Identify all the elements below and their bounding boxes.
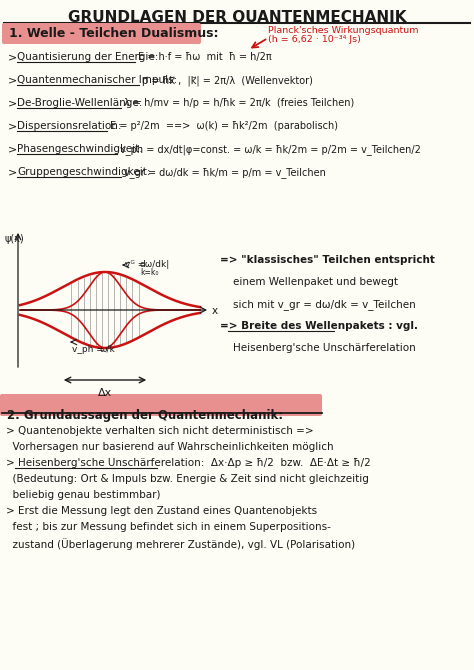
Text: v_ph =: v_ph =: [72, 345, 104, 354]
Text: GRUNDLAGEN DER QUANTENMECHANIK: GRUNDLAGEN DER QUANTENMECHANIK: [68, 10, 406, 25]
Text: 1. Welle - Teilchen Dualismus:: 1. Welle - Teilchen Dualismus:: [9, 27, 219, 40]
Text: vᴳ =: vᴳ =: [125, 260, 145, 269]
Text: Dispersionsrelation:: Dispersionsrelation:: [17, 121, 121, 131]
Text: > Heisenberg'sche Unschärferelation:  Δx·Δp ≥ ħ/2  bzw.  ΔE·Δt ≥ ħ/2: > Heisenberg'sche Unschärferelation: Δx·…: [6, 458, 371, 468]
Text: >: >: [8, 167, 17, 177]
Text: dω/dk|: dω/dk|: [140, 260, 170, 269]
Text: >: >: [8, 75, 17, 85]
Text: Quantenmechanischer Impuls:: Quantenmechanischer Impuls:: [17, 75, 177, 85]
Text: > Quantenobjekte verhalten sich nicht deterministisch =>: > Quantenobjekte verhalten sich nicht de…: [6, 426, 314, 436]
Text: x: x: [212, 306, 218, 316]
Text: >: >: [8, 121, 17, 131]
Text: E = p²/2m  ==>  ω(k) = ħk²/2m  (parabolisch): E = p²/2m ==> ω(k) = ħk²/2m (parabolisch…: [110, 121, 338, 131]
Text: Δx: Δx: [98, 388, 112, 398]
Text: Phasengeschwindigkeit:: Phasengeschwindigkeit:: [17, 144, 143, 154]
Text: => Breite des Wellenpakets : vgl.: => Breite des Wellenpakets : vgl.: [220, 321, 418, 331]
FancyBboxPatch shape: [2, 23, 201, 44]
Text: k=k₀: k=k₀: [140, 268, 158, 277]
Text: ψ(x): ψ(x): [5, 234, 25, 244]
Text: > Erst die Messung legt den Zustand eines Quantenobjekts: > Erst die Messung legt den Zustand eine…: [6, 506, 317, 516]
Text: >: >: [8, 52, 17, 62]
Text: Gruppengeschwindigkeit:: Gruppengeschwindigkeit:: [17, 167, 151, 177]
Text: Planck'sches Wirkungsquantum: Planck'sches Wirkungsquantum: [268, 26, 419, 35]
Text: => "klassisches" Teilchen entspricht: => "klassisches" Teilchen entspricht: [220, 255, 435, 265]
Text: ω/k: ω/k: [99, 345, 115, 354]
Text: v_ph = dx/dt|φ=const. = ω/k = ħk/2m = p/2m = v_Teilchen/2: v_ph = dx/dt|φ=const. = ω/k = ħk/2m = p/…: [119, 144, 420, 155]
Text: p⃗ = ħk⃗ ,  |k⃗| = 2π/λ  (Wellenvektor): p⃗ = ħk⃗ , |k⃗| = 2π/λ (Wellenvektor): [142, 75, 313, 86]
Text: 2. Grundaussagen der Quantenmechanik:: 2. Grundaussagen der Quantenmechanik:: [7, 409, 283, 422]
Text: einem Wellenpaket und bewegt: einem Wellenpaket und bewegt: [220, 277, 398, 287]
Text: >: >: [8, 144, 17, 154]
Text: (Bedeutung: Ort & Impuls bzw. Energie & Zeit sind nicht gleichzeitig: (Bedeutung: Ort & Impuls bzw. Energie & …: [6, 474, 369, 484]
Text: Quantisierung der Energie:: Quantisierung der Energie:: [17, 52, 158, 62]
Text: De-Broglie-Wellenlänge:: De-Broglie-Wellenlänge:: [17, 98, 142, 108]
Text: zustand (Überlagerung mehrerer Zustände), vgl. VL (Polarisation): zustand (Überlagerung mehrerer Zustände)…: [6, 538, 355, 550]
Text: >: >: [8, 98, 17, 108]
Text: v_gr = dω/dk = ħk/m = p/m = v_Teilchen: v_gr = dω/dk = ħk/m = p/m = v_Teilchen: [124, 167, 326, 178]
Text: fest ; bis zur Messung befindet sich in einem Superpositions-: fest ; bis zur Messung befindet sich in …: [6, 522, 331, 532]
Text: E = h·f = ħω  mit  ħ = h/2π: E = h·f = ħω mit ħ = h/2π: [138, 52, 272, 62]
Text: Heisenberg'sche Unschärferelation: Heisenberg'sche Unschärferelation: [220, 343, 416, 353]
FancyBboxPatch shape: [0, 394, 322, 416]
Text: Vorhersagen nur basierend auf Wahrscheinlichkeiten möglich: Vorhersagen nur basierend auf Wahrschein…: [6, 442, 334, 452]
Text: λ = h/mv = h/p = h/ħk = 2π/k  (freies Teilchen): λ = h/mv = h/p = h/ħk = 2π/k (freies Tei…: [124, 98, 355, 108]
Text: (h = 6,62 · 10⁻³⁴ Js): (h = 6,62 · 10⁻³⁴ Js): [268, 35, 361, 44]
Text: beliebig genau bestimmbar): beliebig genau bestimmbar): [6, 490, 161, 500]
Text: sich mit v_gr = dω/dk = v_Teilchen: sich mit v_gr = dω/dk = v_Teilchen: [220, 299, 416, 310]
